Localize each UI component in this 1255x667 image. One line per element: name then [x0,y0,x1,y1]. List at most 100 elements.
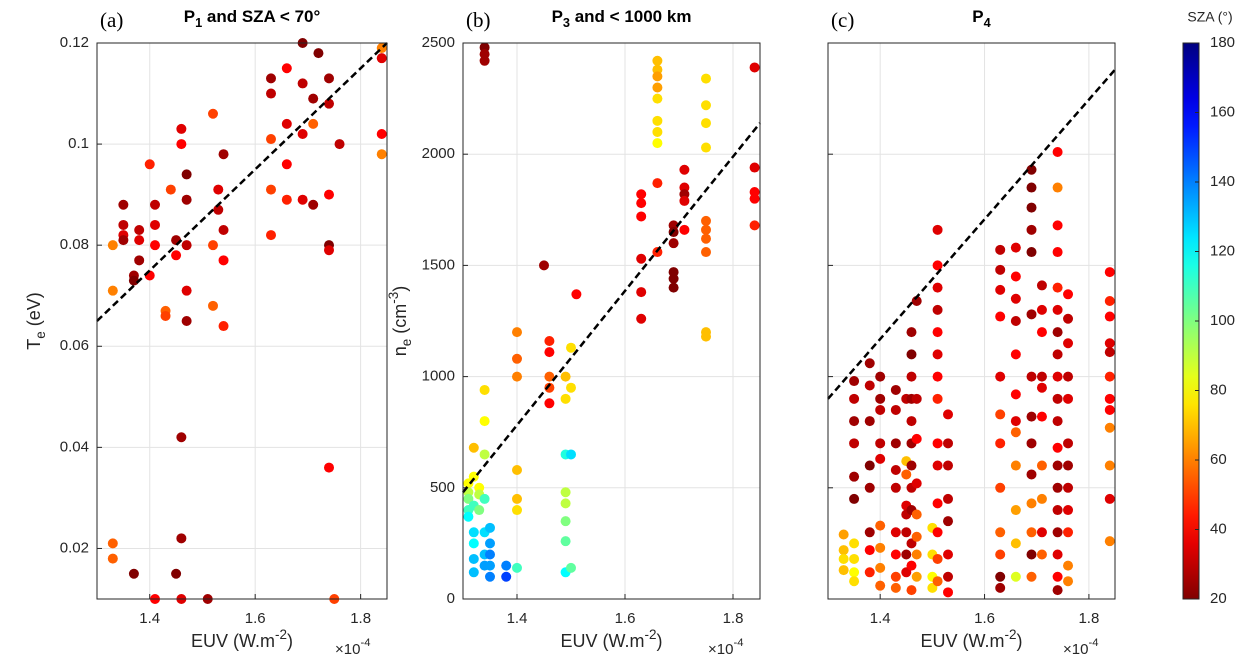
point [943,571,954,582]
point [668,282,679,293]
point [134,225,145,236]
x-tick-label: 1.8 [723,610,744,627]
point [468,527,479,538]
point [1052,571,1063,582]
point [376,53,387,64]
x-axis-label: EUV (W.m-2) [191,627,293,651]
point [652,126,663,137]
y-tick-label: 0.1 [68,135,89,152]
colorbar-label: SZA (°) [1187,9,1232,25]
point [150,199,160,210]
point [1026,549,1037,560]
point [512,505,522,516]
x-tick-label: 1.6 [245,610,266,627]
point [906,585,917,596]
point [468,567,479,578]
point [150,240,160,251]
point [324,189,334,200]
point [932,371,943,382]
point [313,48,324,59]
colorbar-tick-label: 80 [1210,381,1227,398]
point [1010,505,1021,516]
point [679,224,690,235]
point [468,538,479,549]
point [932,576,943,587]
point [849,553,860,564]
point [560,393,571,404]
point [118,235,129,246]
point [901,549,912,560]
point [1026,202,1037,213]
point [544,371,555,382]
y-axis-label-part: -3 [386,292,401,304]
point [849,393,860,404]
fit-line [96,42,388,322]
point [849,493,860,504]
point [749,220,760,231]
point [701,142,711,153]
point [1063,527,1074,538]
point [995,549,1006,560]
point [890,384,901,395]
y-tick-label: 1000 [422,368,455,385]
fit-line [462,122,761,494]
point [376,128,387,139]
point [1010,293,1021,304]
point [1052,482,1063,493]
point [864,380,875,391]
point [932,393,943,404]
point [1104,460,1115,471]
y-tick-label: 0.02 [60,539,89,556]
point [701,215,711,226]
y-axis-label-part: (cm [390,304,410,339]
point [1036,280,1047,291]
point [171,568,182,579]
point [1104,393,1115,404]
colorbar-tick-label: 140 [1210,173,1235,190]
point [701,331,711,342]
x-multiplier-part: ×10 [708,641,733,658]
point [636,287,647,298]
point [501,571,512,582]
point [281,194,292,205]
point [943,409,954,420]
point [906,460,917,471]
point [906,560,917,571]
point [1010,242,1021,253]
point [652,178,663,189]
colorbar-tick-label: 40 [1210,520,1227,537]
point [1063,438,1074,449]
point [906,416,917,427]
point [1010,349,1021,360]
point [1010,389,1021,400]
point [566,342,576,353]
point [218,321,229,332]
point [544,336,555,347]
point [1052,349,1063,360]
point [474,505,485,516]
point [943,460,954,471]
x-tick-label: 1.6 [974,610,995,627]
point [1063,393,1074,404]
point [701,73,711,84]
x-axis-label: EUV (W.m-2) [560,627,662,651]
x-multiplier-part: -4 [1088,637,1098,649]
point [911,478,922,489]
point [181,240,192,251]
point [566,449,576,460]
point [932,349,943,360]
point [512,562,522,573]
point [932,304,943,315]
point [208,240,218,251]
point [107,240,118,251]
point [1036,327,1047,338]
fit-line [827,68,1116,400]
x-axis-label-part: ) [1017,631,1023,651]
panel-title: P1 and SZA < 70° [184,7,321,30]
point [943,516,954,527]
panel-label: (a) [100,8,123,32]
point [218,225,229,236]
point [849,438,860,449]
point [1063,338,1074,349]
point [1010,316,1021,326]
